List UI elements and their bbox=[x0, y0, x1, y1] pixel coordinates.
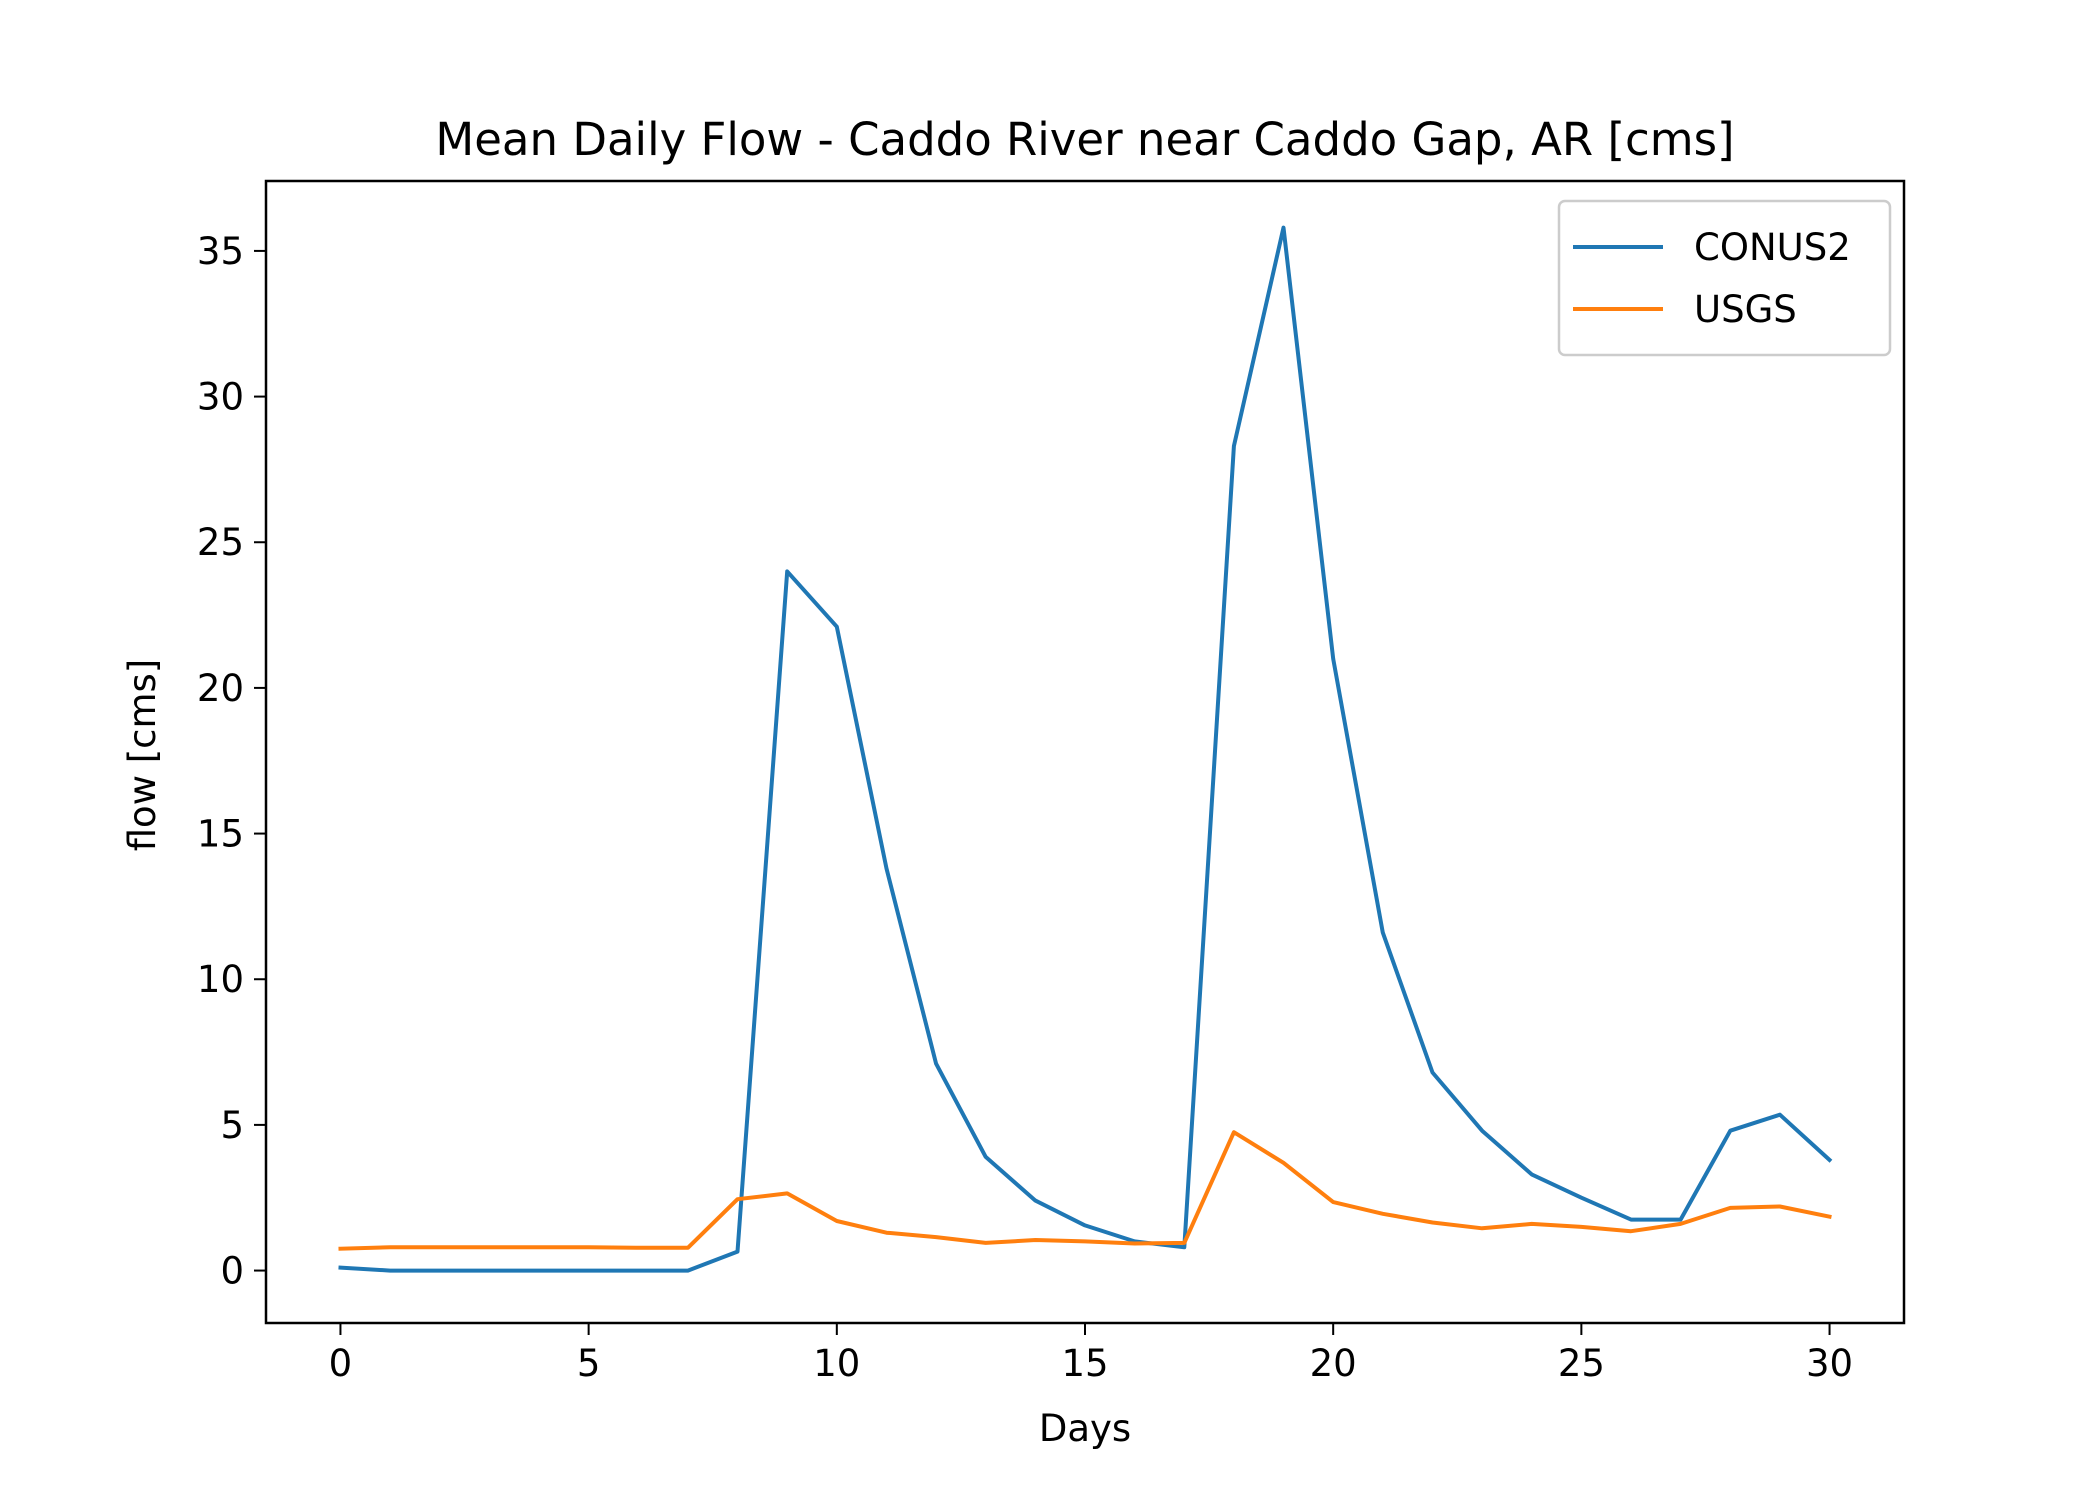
y-tick-label: 5 bbox=[220, 1104, 244, 1147]
y-axis: 0 5 10 15 20 25 30 35 bbox=[197, 230, 266, 1293]
y-tick-label: 25 bbox=[197, 521, 244, 564]
legend-label: USGS bbox=[1694, 288, 1797, 331]
x-tick-label: 0 bbox=[329, 1342, 353, 1385]
x-tick-label: 15 bbox=[1061, 1342, 1108, 1385]
y-tick-label: 0 bbox=[220, 1250, 244, 1293]
chart-title: Mean Daily Flow - Caddo River near Caddo… bbox=[435, 113, 1734, 166]
legend-box bbox=[1557, 199, 1892, 357]
x-axis: 0 5 10 15 20 25 30 bbox=[329, 1323, 1853, 1385]
y-tick-label: 20 bbox=[197, 667, 244, 710]
x-tick-label: 30 bbox=[1806, 1342, 1853, 1385]
x-tick-label: 10 bbox=[813, 1342, 860, 1385]
x-axis-label: Days bbox=[1039, 1407, 1131, 1450]
series-layer bbox=[338, 225, 1833, 1273]
y-tick-label: 15 bbox=[197, 813, 244, 856]
series-line-usgs bbox=[338, 1130, 1832, 1251]
x-tick-label: 5 bbox=[577, 1342, 601, 1385]
y-axis-label: flow [cms] bbox=[121, 659, 164, 852]
y-tick-label: 10 bbox=[197, 958, 244, 1001]
series-line-conus2 bbox=[338, 225, 1833, 1273]
y-tick-label: 35 bbox=[197, 230, 244, 273]
legend: CONUS2 USGS bbox=[1557, 199, 1892, 357]
y-tick-label: 30 bbox=[197, 376, 244, 419]
x-tick-label: 20 bbox=[1310, 1342, 1357, 1385]
legend-label: CONUS2 bbox=[1694, 226, 1851, 269]
x-tick-label: 25 bbox=[1558, 1342, 1605, 1385]
